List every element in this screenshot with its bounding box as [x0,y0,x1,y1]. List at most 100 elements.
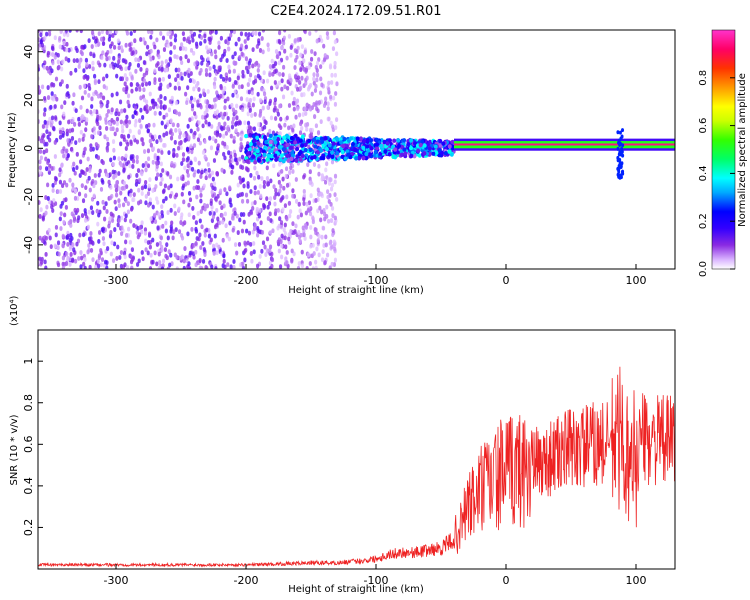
spectrogram-cell [300,249,304,255]
spectrogram-cell [279,183,283,189]
spectrogram-cell [88,264,92,269]
spectrogram-cell [109,157,113,163]
spectrogram-cell [147,81,152,86]
spectrogram-cell [96,263,101,269]
spectrogram-cell [256,122,261,127]
spectrogram-cell [333,215,337,221]
spectrogram-cell [109,48,113,54]
spectrogram-cell [128,163,132,169]
spectrogram-cell [287,33,291,39]
spectrogram-feature-cell [617,167,621,172]
spectrogram-cell [99,262,104,267]
spectrogram-cell [291,193,295,199]
spectrogram-cell [276,207,280,213]
spectrogram-cell [200,224,204,230]
spectrogram-cell [126,209,130,215]
spectrogram-cell [418,142,423,148]
spectrogram-cell [334,136,339,141]
spectrogram-cell [367,152,372,157]
spectrogram-cell [203,154,207,160]
spectrogram-cell [163,96,167,101]
spectrogram-cell [58,129,63,135]
spectrogram-cell [62,180,67,185]
spectrogram-cell [64,261,69,266]
spectrogram-frame [37,29,676,270]
spectrogram-cell [331,232,335,238]
spectrogram-cell [271,228,275,234]
spectrogram-cell [185,38,190,44]
spectrogram-cell [115,256,119,261]
spectrogram-cell [257,174,261,180]
spectrogram-cell [223,211,227,217]
spectrogram-cell [43,259,47,265]
spectrogram-cell [274,116,278,121]
spectrogram-cell [248,132,253,138]
spectrogram-cell [125,232,129,238]
spectrogram-cell [221,76,226,82]
spectrogram-cell [212,250,216,256]
spectrogram-cell [284,244,288,250]
spectrogram-cell [373,149,378,155]
spectrogram-cell [73,195,78,201]
spectrogram-cell [70,211,74,217]
spectrogram-cell [324,242,328,248]
spectrogram-cell [148,177,152,183]
spectrogram-cell [117,171,121,176]
spectrogram-cell [71,182,75,188]
spectrogram-cell [163,104,168,110]
spectrogram-cell [324,234,328,240]
spectrogram-cell [266,204,270,210]
spectrogram-cell [279,197,283,203]
spectrogram-cell [249,241,253,247]
spectrogram-cell [53,243,57,249]
spectrogram-cell [333,72,338,78]
spectrogram-cell [65,41,69,47]
spectrogram-cell [51,52,55,57]
spectrogram-cell [214,96,218,102]
spectrogram-cell [117,111,121,117]
spectrogram-cell [311,242,315,248]
spectrogram-cell [184,46,188,52]
x-tick-label: -100 [364,574,389,587]
spectrogram-cell [243,120,247,126]
spectrogram-cell [109,230,113,235]
spectrogram-cell [315,72,320,78]
spectrogram-cell [77,137,82,143]
spectrogram-cell [328,240,332,246]
spectrogram-cell [79,264,83,269]
spectrogram-cell [54,115,58,121]
spectrogram-cell [309,56,314,62]
spectrogram-cell [208,66,212,71]
spectrogram-cell [298,80,302,85]
spectrogram-cell [369,138,374,143]
spectrogram-cell [280,233,284,239]
spectrogram-cell [316,208,320,214]
spectrogram-cell [65,148,69,154]
spectrogram-cell [357,156,362,161]
spectrogram-cell [88,239,93,245]
spectrogram-cell [141,256,145,262]
spectrogram-cell [78,173,82,178]
spectrogram-cell [239,43,244,49]
x-tick-label: -200 [234,274,259,287]
spectrogram-cell [113,131,117,137]
spectrogram-cell [241,69,245,75]
spectrogram-cell [291,100,296,106]
spectrogram-cell [379,143,384,149]
spectrogram-cell [38,136,41,141]
spectrogram-cell [246,128,251,134]
spectrogram-cell [69,70,73,76]
spectrogram-cell [333,60,337,66]
spectrogram-cell [41,124,46,129]
spectrogram-cell [246,111,250,117]
spectrogram-cell [437,147,442,153]
spectrogram-cell [87,175,91,181]
spectrogram-cell [45,204,49,210]
spectrogram-cell [165,67,169,73]
spectrogram-cell [203,139,207,144]
spectrogram-cell [326,101,330,107]
snr-y-ticks: 0.20.40.60.81 [22,358,43,536]
spectrogram-cell [128,42,132,48]
spectrogram-cell [137,258,141,264]
spectrogram-cell [192,79,196,85]
